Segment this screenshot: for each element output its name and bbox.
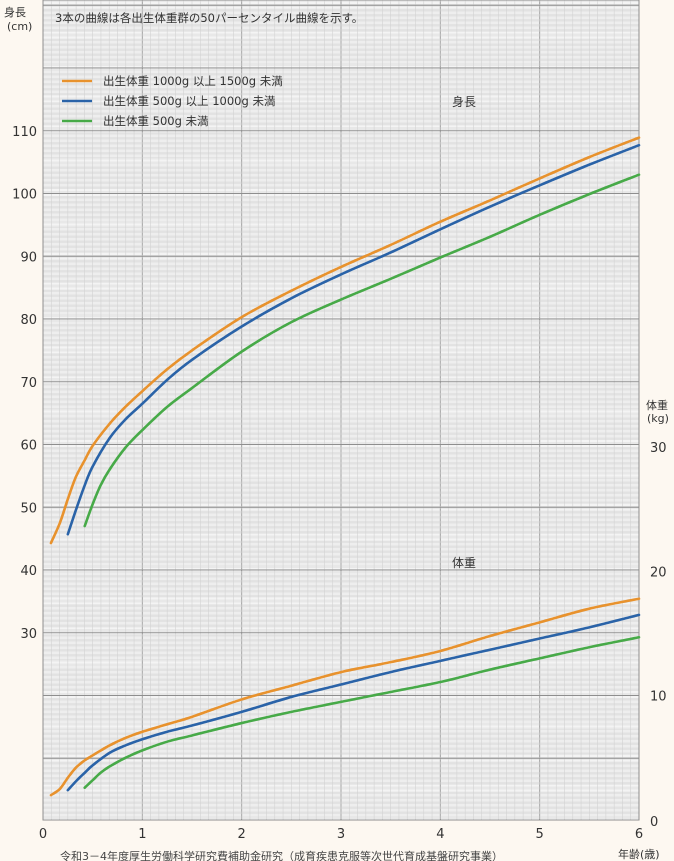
grid: [42, 0, 640, 821]
right-tick-label: 10: [650, 690, 667, 705]
series-lines: [49, 136, 641, 797]
legend-label-under-500: 出生体重 500g 未満: [103, 114, 209, 128]
right-axis-title: 体重: [646, 398, 668, 412]
x-tick-label: 4: [436, 827, 444, 842]
left-tick-label: 80: [20, 313, 37, 328]
x-tick-label: 0: [39, 827, 47, 842]
right-axis-unit: (kg): [647, 412, 669, 425]
left-tick-label: 110: [12, 125, 37, 140]
right-tick-label: 30: [650, 441, 667, 456]
legend-label-500-1000: 出生体重 500g 以上 1000g 未満: [103, 94, 275, 108]
series-line-weight-blue: [66, 613, 641, 792]
left-tick-label: 60: [20, 439, 37, 454]
x-tick-label: 6: [635, 827, 643, 842]
left-tick-label: 40: [20, 564, 37, 579]
left-tick-label: 30: [20, 627, 37, 642]
left-tick-label: 50: [20, 501, 37, 516]
series-line-weight-green: [83, 635, 641, 789]
left-tick-label: 100: [12, 188, 37, 203]
series-line-weight-orange: [49, 597, 641, 797]
source-citation: 令和3－4年度厚生労働科学研究費補助金研究（成育疾患克服等次世代育成基盤研究事業…: [60, 849, 503, 861]
x-tick-label: 2: [238, 827, 246, 842]
series-line-height-green: [83, 173, 641, 528]
plot-border: [42, 0, 640, 821]
left-tick-label: 90: [20, 250, 37, 265]
x-tick-label: 1: [138, 827, 146, 842]
x-tick-label: 5: [536, 827, 544, 842]
left-tick-label: 70: [20, 376, 37, 391]
x-tick-label: 3: [337, 827, 345, 842]
height-section-label: 身長: [452, 94, 476, 109]
right-tick-label: 0: [650, 815, 658, 830]
legend: 出生体重 1000g 以上 1500g 未満 出生体重 500g 以上 1000…: [62, 74, 283, 128]
chart-note: 3本の曲線は各出生体重群の50パーセンタイル曲線を示す。: [55, 11, 363, 25]
series-line-height-blue: [66, 143, 641, 536]
weight-section-label: 体重: [452, 556, 476, 570]
x-axis-title: 年齢(歳): [618, 847, 660, 861]
right-tick-label: 20: [650, 565, 667, 580]
left-axis-unit: (cm): [7, 20, 32, 33]
left-axis-title: 身長: [4, 5, 26, 19]
legend-label-1000-1500: 出生体重 1000g 以上 1500g 未満: [103, 74, 283, 88]
tick-labels: 0 1 2 3 4 5 6 30 40 50 60 70 80 90 100 110 0 10 20 30: [12, 125, 666, 842]
series-line-height-orange: [49, 136, 641, 545]
